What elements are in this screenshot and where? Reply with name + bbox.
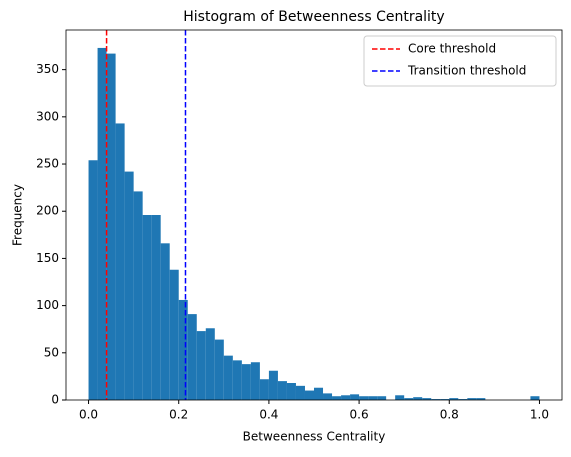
bar bbox=[268, 370, 278, 400]
bar bbox=[467, 398, 477, 400]
x-axis-label: Betweenness Centrality bbox=[243, 430, 386, 444]
bar bbox=[413, 397, 423, 400]
bar bbox=[422, 398, 432, 400]
bar bbox=[250, 362, 260, 400]
bar bbox=[431, 399, 441, 400]
bar bbox=[323, 393, 333, 400]
bar bbox=[232, 360, 242, 400]
bar bbox=[304, 390, 314, 400]
legend-label: Core threshold bbox=[408, 42, 496, 56]
x-tick-label: 0.8 bbox=[440, 408, 459, 422]
bar bbox=[187, 314, 197, 400]
y-axis-label: Frequency bbox=[11, 184, 25, 246]
bar bbox=[476, 398, 486, 400]
bar bbox=[341, 395, 351, 400]
bar bbox=[214, 339, 224, 400]
bar bbox=[88, 160, 98, 400]
bar bbox=[160, 243, 170, 400]
bar bbox=[440, 399, 450, 400]
y-tick-label: 150 bbox=[36, 251, 59, 265]
y-tick-label: 250 bbox=[36, 157, 59, 171]
bar bbox=[106, 53, 116, 401]
legend-box bbox=[363, 35, 557, 87]
y-tick-label: 100 bbox=[36, 298, 59, 312]
bar bbox=[395, 395, 405, 400]
chart-title: Histogram of Betweenness Centrality bbox=[183, 9, 444, 25]
x-tick-label: 0.6 bbox=[350, 408, 369, 422]
x-tick-label: 0.4 bbox=[259, 408, 278, 422]
bar bbox=[449, 398, 459, 400]
bar bbox=[178, 299, 188, 400]
bar bbox=[124, 171, 134, 400]
x-tick-label: 0.2 bbox=[169, 408, 188, 422]
bar bbox=[350, 394, 360, 400]
bar bbox=[115, 123, 125, 400]
bar bbox=[314, 387, 324, 400]
x-tick-label: 1.0 bbox=[530, 408, 549, 422]
bar bbox=[97, 47, 107, 400]
bar bbox=[332, 396, 342, 400]
x-tick-label: 0.0 bbox=[79, 408, 98, 422]
y-tick-label: 300 bbox=[36, 109, 59, 123]
y-tick-label: 50 bbox=[44, 345, 59, 359]
y-tick-label: 0 bbox=[51, 393, 59, 407]
bar bbox=[151, 215, 161, 400]
bar bbox=[458, 399, 468, 400]
bar bbox=[241, 364, 251, 400]
bar bbox=[142, 215, 152, 400]
legend: Core threshold Transition threshold bbox=[363, 35, 557, 87]
bar bbox=[359, 396, 369, 400]
bar bbox=[277, 381, 287, 400]
y-tick-label: 350 bbox=[36, 62, 59, 76]
bar bbox=[404, 398, 414, 400]
bar bbox=[259, 379, 269, 400]
y-tick-label: 200 bbox=[36, 204, 59, 218]
bar bbox=[286, 383, 296, 400]
axes-frame bbox=[65, 29, 563, 401]
bar bbox=[133, 191, 143, 400]
bar bbox=[205, 328, 215, 400]
bar bbox=[368, 396, 378, 400]
bar bbox=[196, 331, 206, 400]
bar bbox=[295, 385, 305, 400]
bar bbox=[530, 396, 540, 400]
legend-label: Transition threshold bbox=[407, 64, 526, 78]
bar bbox=[377, 396, 387, 400]
bar bbox=[223, 355, 233, 400]
bar bbox=[169, 269, 179, 400]
